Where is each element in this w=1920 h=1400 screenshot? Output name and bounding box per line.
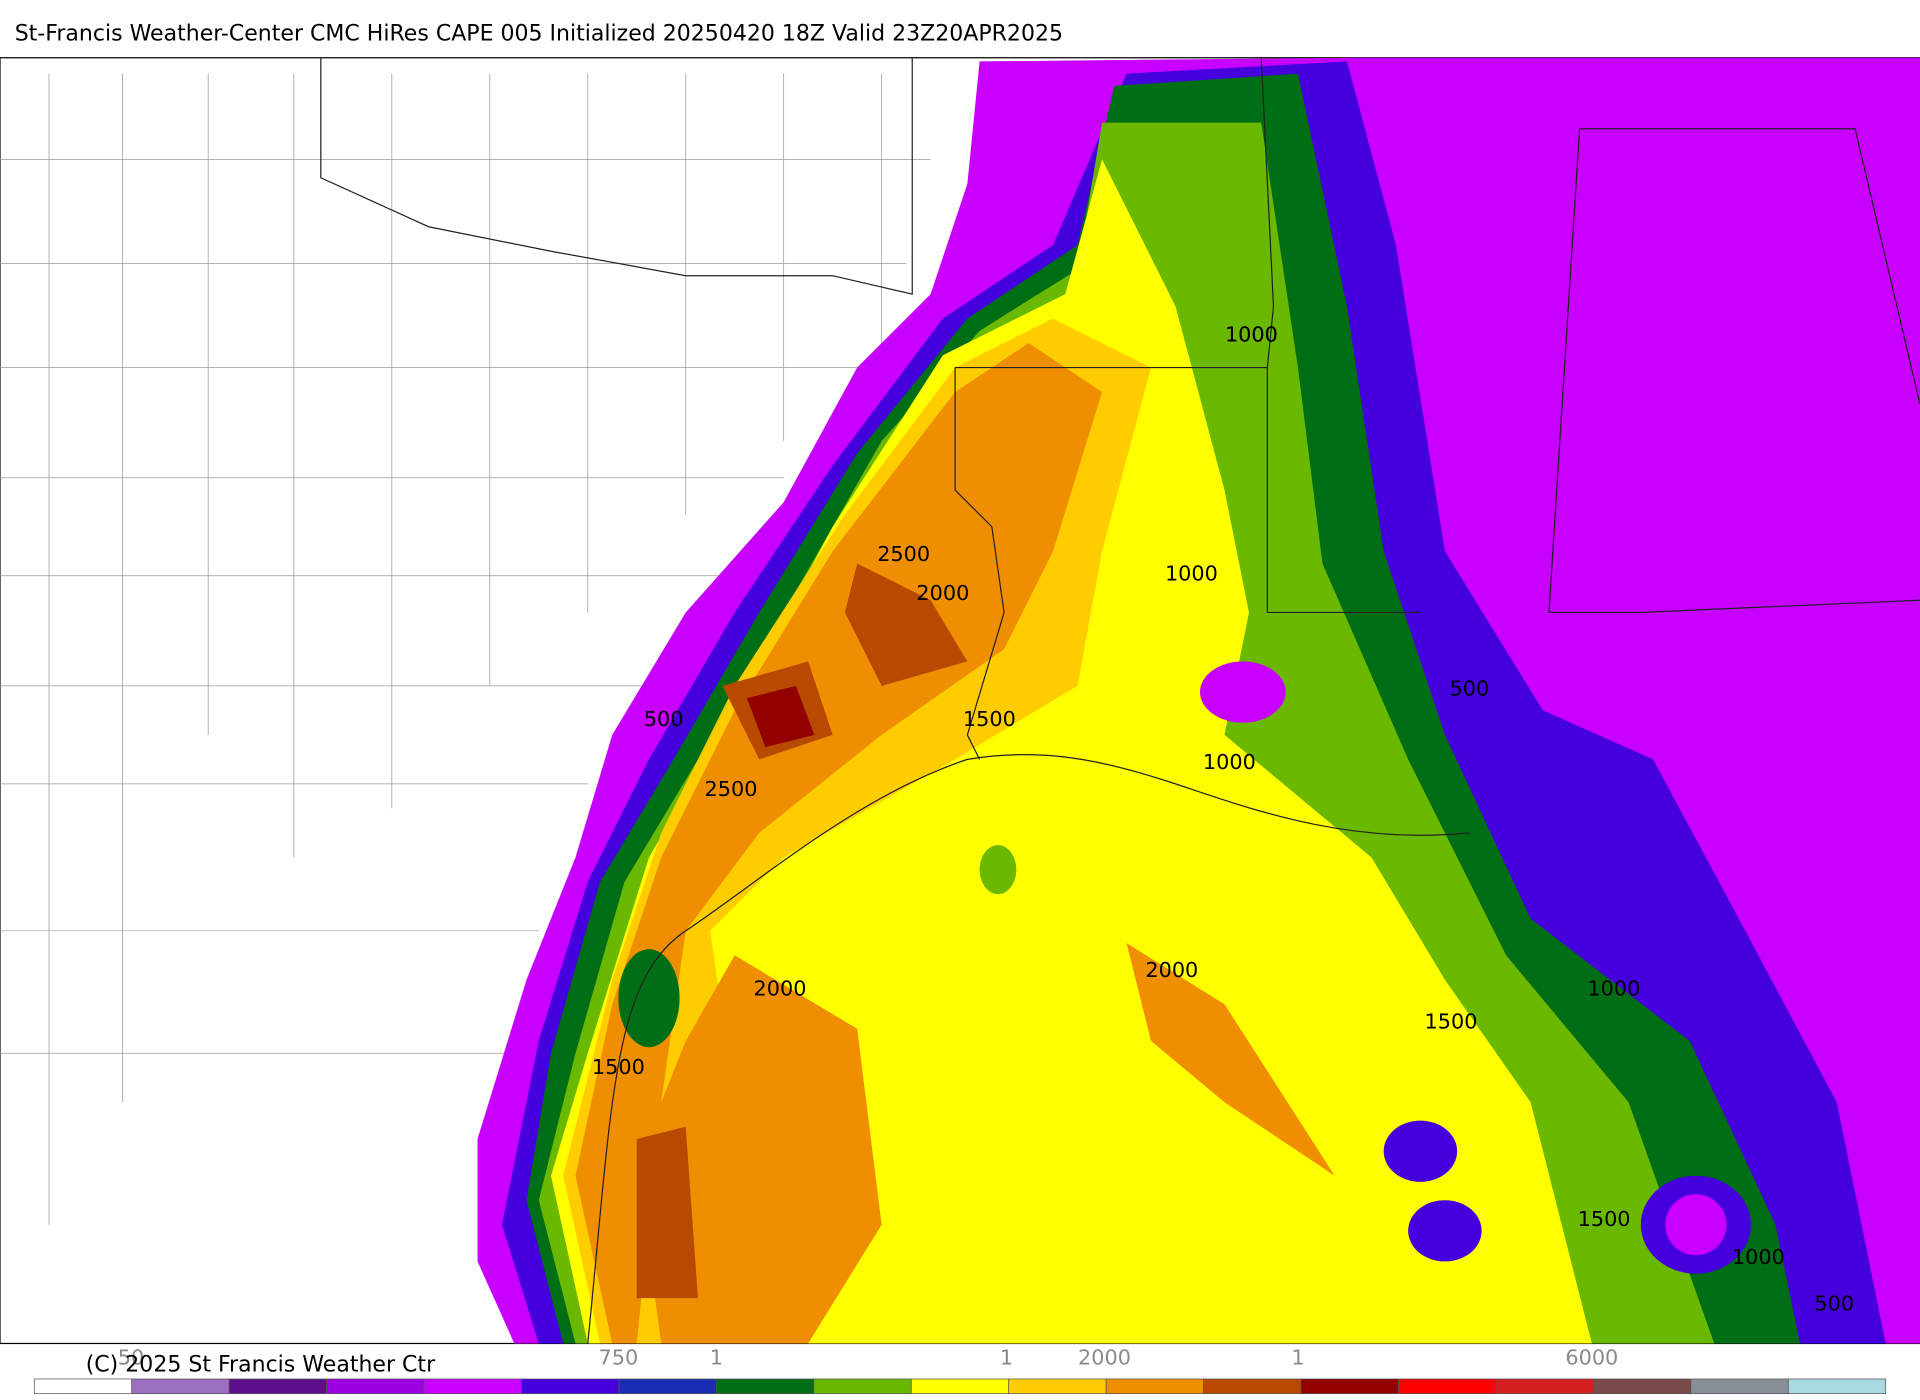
contour-label: 1500 <box>1578 1207 1631 1231</box>
map: 2500 2000 500 2500 1500 1000 1000 1000 500 1000 20… <box>0 57 1920 1345</box>
contour-label: 2000 <box>754 977 807 1001</box>
colorbar-swatch <box>813 1378 912 1395</box>
colorbar-label: 6000 <box>1565 1345 1618 1369</box>
cape-field <box>477 57 1920 1344</box>
colorbar-swatch <box>1300 1378 1399 1395</box>
contour-label: 1000 <box>1587 977 1640 1001</box>
map-title: St-Francis Weather-Center CMC HiRes CAPE… <box>15 22 1063 47</box>
colorbar-swatch <box>1105 1378 1204 1395</box>
colorbar-label: 1 <box>1291 1345 1304 1369</box>
colorbar-swatch <box>326 1378 425 1395</box>
contour-label: 1000 <box>1225 323 1278 347</box>
colorbar: 50 750 1 1 2000 1 6000 <box>33 1345 1887 1395</box>
colorbar-label: 750 <box>599 1345 639 1369</box>
contour-label: 2000 <box>916 581 969 605</box>
colorbar-label: 2000 <box>1078 1345 1131 1369</box>
colorbar-swatch <box>1398 1378 1497 1395</box>
contour-label: 1500 <box>1425 1010 1478 1034</box>
colorbar-swatch <box>618 1378 717 1395</box>
colorbar-swatch <box>910 1378 1010 1395</box>
contour-labels: 2500 2000 500 2500 1500 1000 1000 1000 500 1000 20… <box>592 323 1854 1316</box>
contour-label: 1000 <box>1165 561 1218 585</box>
colorbar-swatch <box>1203 1378 1302 1395</box>
colorbar-swatch <box>33 1378 133 1395</box>
colorbar-label: 1 <box>1000 1345 1013 1369</box>
colorbar-swatch <box>228 1378 327 1395</box>
contour-label: 2500 <box>705 777 758 801</box>
state-borders <box>320 57 1920 1344</box>
contour-label: 1000 <box>1732 1245 1785 1269</box>
colorbar-label: 1 <box>710 1345 723 1369</box>
contour-label: 500 <box>644 707 684 731</box>
colorbar-swatch <box>716 1378 815 1395</box>
colorbar-swatch <box>521 1378 620 1395</box>
contour-label: 500 <box>1814 1291 1854 1315</box>
contour-label: 1500 <box>963 707 1016 731</box>
colorbar-swatch <box>1008 1378 1107 1395</box>
colorbar-swatch <box>131 1378 230 1395</box>
colorbar-swatch <box>1593 1378 1692 1395</box>
copyright: (C) 2025 St Francis Weather Ctr <box>86 1353 436 1378</box>
contour-label: 500 <box>1450 677 1490 701</box>
contour-label: 2500 <box>877 542 930 566</box>
colorbar-label: 50 <box>118 1345 144 1369</box>
colorbar-swatch <box>1690 1378 1789 1395</box>
contour-label: 1000 <box>1225 323 1278 347</box>
colorbar-swatch <box>1787 1378 1887 1395</box>
contour-label: 2000 <box>1145 958 1198 982</box>
colorbar-swatch <box>1495 1378 1594 1395</box>
contour-label: 1500 <box>592 1055 645 1079</box>
colorbar-swatch <box>423 1378 522 1395</box>
contour-label: 1000 <box>1203 750 1256 774</box>
